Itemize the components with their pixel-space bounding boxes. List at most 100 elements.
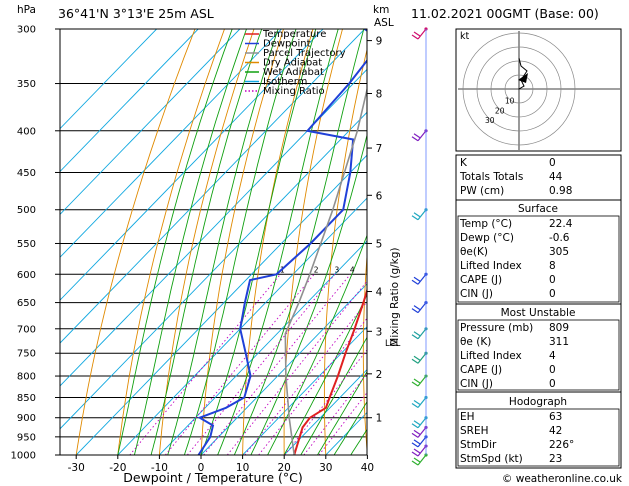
stats-panel: K 0 Totals Totals 44 PW (cm) 0.98 Surface Temp … [455,154,622,469]
mixing-ratio-label: 6 [372,265,377,274]
altitude-tick-label: 5 [376,238,383,250]
pressure-tick-label: 450 [17,168,36,179]
isotherm-line [60,29,157,130]
isotherm-line [200,283,367,455]
surface-title: Surface [518,203,558,215]
unstable-title: Most Unstable [501,307,576,319]
wind-barb-flag [411,423,419,429]
wet-adiabat-line [317,370,367,455]
dry-adiabat-line [438,29,461,455]
wind-barb-flag [411,334,419,340]
unstable-row-value: 0 [549,378,556,390]
wet-adiabat-line [267,234,367,455]
dry-adiabat-line [75,29,196,455]
dry-adiabat-line [117,29,225,455]
wind-barb-flag [411,442,419,448]
hodograph-row-value: 63 [549,411,562,423]
mixing-ratio-line [186,274,336,455]
temperature-tick-label: 40 [361,462,374,474]
surface-row-label: Dewp (°C) [460,232,514,244]
dry-adiabat-line [574,29,617,455]
mixing-ratio-line [226,280,367,455]
lcl-label: LCL [385,339,401,349]
wind-barbs [411,27,428,466]
unstable-row-label: CAPE (J) [460,364,502,376]
legend-label: Wet Adiabat [263,67,324,78]
wind-barb-shaft [417,28,427,40]
dry-adiabat-line [158,29,255,455]
unstable-row-label: Pressure (mb) [460,322,533,334]
axes: 3003504004505005506006507007508008509009… [11,25,401,475]
mixing-ratio-label: 20 [442,265,452,274]
profile-lines [197,29,367,455]
isotherm-line [283,368,367,455]
unstable-row-label: Lifted Index [460,350,522,362]
wind-barb-flag [411,358,419,364]
hodograph-stats-inner-box [457,408,620,467]
altitude-tick-label: 8 [376,89,383,101]
wet-adiabat-line [167,29,279,455]
wet-adiabat-line [183,29,297,455]
altitude-tick-label: 9 [376,36,383,48]
hodograph-row-label: SREH [460,425,489,437]
wind-barb-shaft [417,302,427,313]
unstable-row-label: CIN (J) [460,378,493,390]
hodograph-ring [504,74,534,104]
isotherm-line [242,326,367,455]
wind-barb-flag [413,448,421,454]
pressure-tick-label: 800 [17,372,36,383]
wind-barb-shaft [417,352,427,364]
legend-label: Dry Adiabat [263,58,322,69]
wind-barb-flag [411,34,419,40]
hodograph-row-value: 226° [549,439,574,451]
surface-inner-box [457,215,620,303]
wind-barb-shaft [417,417,427,429]
wind-barb-flag [411,402,419,408]
temperature-tick-label: 0 [198,462,205,474]
unstable-row-label: θe (K) [460,336,491,348]
storm-motion-marker [518,73,528,83]
pressure-tick-label: 750 [17,349,36,360]
isotherm-line [60,29,324,301]
unstable-row-value: 809 [549,322,569,334]
index-row-value: 44 [549,171,563,183]
wind-barb-flag [413,276,421,282]
hodograph-stats-title: Hodograph [509,396,567,408]
surface-row-value: 8 [549,260,556,272]
altitude-tick-label: 6 [376,190,383,202]
wind-barb-flag [413,355,421,361]
index-row-label: Totals Totals [459,171,523,183]
pressure-tick-label: 400 [17,126,36,137]
series-parcel-trajectory [284,86,367,455]
x-axis-label: Dewpoint / Temperature (°C) [123,470,302,485]
mixing-ratio-line [203,274,351,455]
mixing-ratio-line [244,301,367,455]
wind-barb-shaft [417,454,427,466]
surface-row-label: θe(K) [460,246,488,258]
wet-adiabat-line [117,29,233,455]
temperature-tick-label: -30 [68,462,85,474]
wind-barb-shaft [417,273,427,285]
pressure-tick-label: 600 [17,270,36,281]
hodograph-stats-box [455,391,622,469]
temperature-tick-label: 10 [236,462,249,474]
wet-adiabat-line [133,29,247,455]
wind-barb-shaft [417,209,427,221]
wind-barb-shaft [417,427,427,438]
legend-label: Parcel Trajectory [263,48,346,59]
pressure-tick-label: 650 [17,298,36,309]
wind-barb-flag [411,451,419,457]
wind-barb-flag [413,378,421,384]
wind-barb-flag [413,439,421,445]
isotherm-line [60,68,367,387]
wind-barb-shaft [417,397,427,408]
surface-row-value: 0 [549,288,556,300]
surface-row-label: CAPE (J) [460,274,502,286]
background-lines: 1 2 3 4 6 8 10 15 20 25 [60,29,617,455]
legend-label: Isotherm [263,77,307,88]
wind-barb-flag [411,279,419,285]
hodograph-unit-label: kt [460,31,470,42]
series-temperature [293,287,367,455]
